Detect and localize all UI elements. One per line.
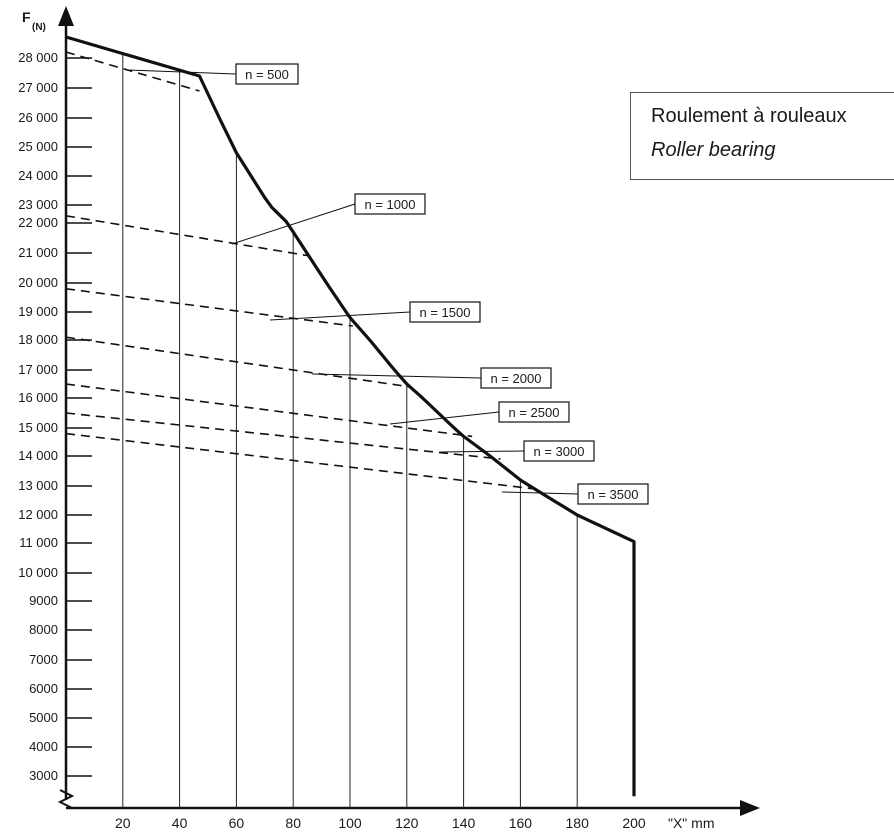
y-tick-label: 9000 bbox=[29, 593, 58, 608]
speed-series-line bbox=[65, 412, 501, 460]
series-label: n = 2500 bbox=[509, 405, 560, 420]
series-label: n = 3000 bbox=[534, 444, 585, 459]
x-tick-label: 80 bbox=[285, 815, 301, 831]
y-tick-label: 4000 bbox=[29, 739, 58, 754]
speed-series-line bbox=[65, 215, 311, 257]
y-tick-label: 17 000 bbox=[18, 362, 58, 377]
series-label-box bbox=[235, 63, 299, 85]
series-label-box bbox=[409, 301, 481, 323]
y-tick-label: 24 000 bbox=[18, 168, 58, 183]
series-label-box bbox=[577, 483, 649, 505]
speed-series-line bbox=[65, 51, 200, 92]
x-tick-label: 180 bbox=[566, 815, 590, 831]
limit-curve-line bbox=[65, 35, 636, 797]
series-label-box bbox=[480, 367, 552, 389]
x-tick-label: 60 bbox=[229, 815, 245, 831]
y-tick-label: 18 000 bbox=[18, 332, 58, 347]
series-label: n = 1500 bbox=[420, 305, 471, 320]
bearing-type-english: Roller bearing bbox=[651, 139, 776, 161]
series-leader-line bbox=[501, 491, 579, 495]
bearing-type-french: Roulement à rouleaux bbox=[651, 105, 847, 127]
x-tick-label: 100 bbox=[338, 815, 362, 831]
series-leader-line bbox=[231, 203, 356, 245]
series-leader-line bbox=[269, 311, 411, 321]
y-tick-label: 12 000 bbox=[18, 507, 58, 522]
y-tick-label: 5000 bbox=[29, 710, 58, 725]
y-tick-label: 13 000 bbox=[18, 478, 58, 493]
axis-break-icon bbox=[57, 789, 75, 809]
speed-series-line bbox=[65, 383, 473, 438]
series-leader-line bbox=[389, 411, 500, 425]
y-axis-label-unit: (N) bbox=[32, 22, 46, 33]
y-tick-label: 8000 bbox=[29, 622, 58, 637]
y-tick-label: 14 000 bbox=[18, 448, 58, 463]
y-tick-label: 21 000 bbox=[18, 245, 58, 260]
y-tick-label: 28 000 bbox=[18, 50, 58, 65]
y-tick-label: 19 000 bbox=[18, 304, 58, 319]
x-tick-label: 140 bbox=[452, 815, 476, 831]
y-tick-label: 3000 bbox=[29, 768, 58, 783]
series-label-box bbox=[523, 440, 595, 462]
y-tick-label: 22 000 bbox=[18, 215, 58, 230]
x-tick-label: 160 bbox=[509, 815, 533, 831]
y-tick-label: 25 000 bbox=[18, 139, 58, 154]
series-label-box bbox=[498, 401, 570, 423]
series-label: n = 500 bbox=[245, 67, 289, 82]
series-leader-line bbox=[439, 450, 525, 453]
y-tick-label: 6000 bbox=[29, 681, 58, 696]
bearing-type-box: Roulement à rouleaux Roller bearing bbox=[630, 92, 894, 180]
series-label: n = 3500 bbox=[588, 487, 639, 502]
speed-series-line bbox=[65, 288, 353, 327]
y-tick-label: 7000 bbox=[29, 652, 58, 667]
y-axis-arrow-icon bbox=[58, 6, 74, 26]
series-leader-line bbox=[127, 69, 237, 75]
y-tick-label: 23 000 bbox=[18, 197, 58, 212]
y-tick-label: 10 000 bbox=[18, 565, 58, 580]
y-tick-label: 11 000 bbox=[19, 535, 58, 550]
speed-series-line bbox=[65, 336, 410, 388]
y-tick-label: 20 000 bbox=[18, 275, 58, 290]
x-tick-label: 20 bbox=[115, 815, 131, 831]
y-tick-label: 15 000 bbox=[18, 420, 58, 435]
series-leader-line bbox=[311, 373, 482, 379]
series-label: n = 1000 bbox=[365, 197, 416, 212]
x-tick-label: 40 bbox=[172, 815, 188, 831]
y-tick-label: 16 000 bbox=[18, 390, 58, 405]
y-tick-label: 27 000 bbox=[18, 80, 58, 95]
x-axis-arrow-icon bbox=[740, 800, 760, 816]
series-label: n = 2000 bbox=[491, 371, 542, 386]
speed-series-line bbox=[65, 432, 535, 490]
x-axis-label: "X" mm bbox=[668, 815, 715, 831]
series-label-box bbox=[354, 193, 426, 215]
x-tick-label: 120 bbox=[395, 815, 419, 831]
y-axis-label: F bbox=[22, 9, 31, 25]
y-tick-label: 26 000 bbox=[18, 110, 58, 125]
x-tick-label: 200 bbox=[622, 815, 646, 831]
